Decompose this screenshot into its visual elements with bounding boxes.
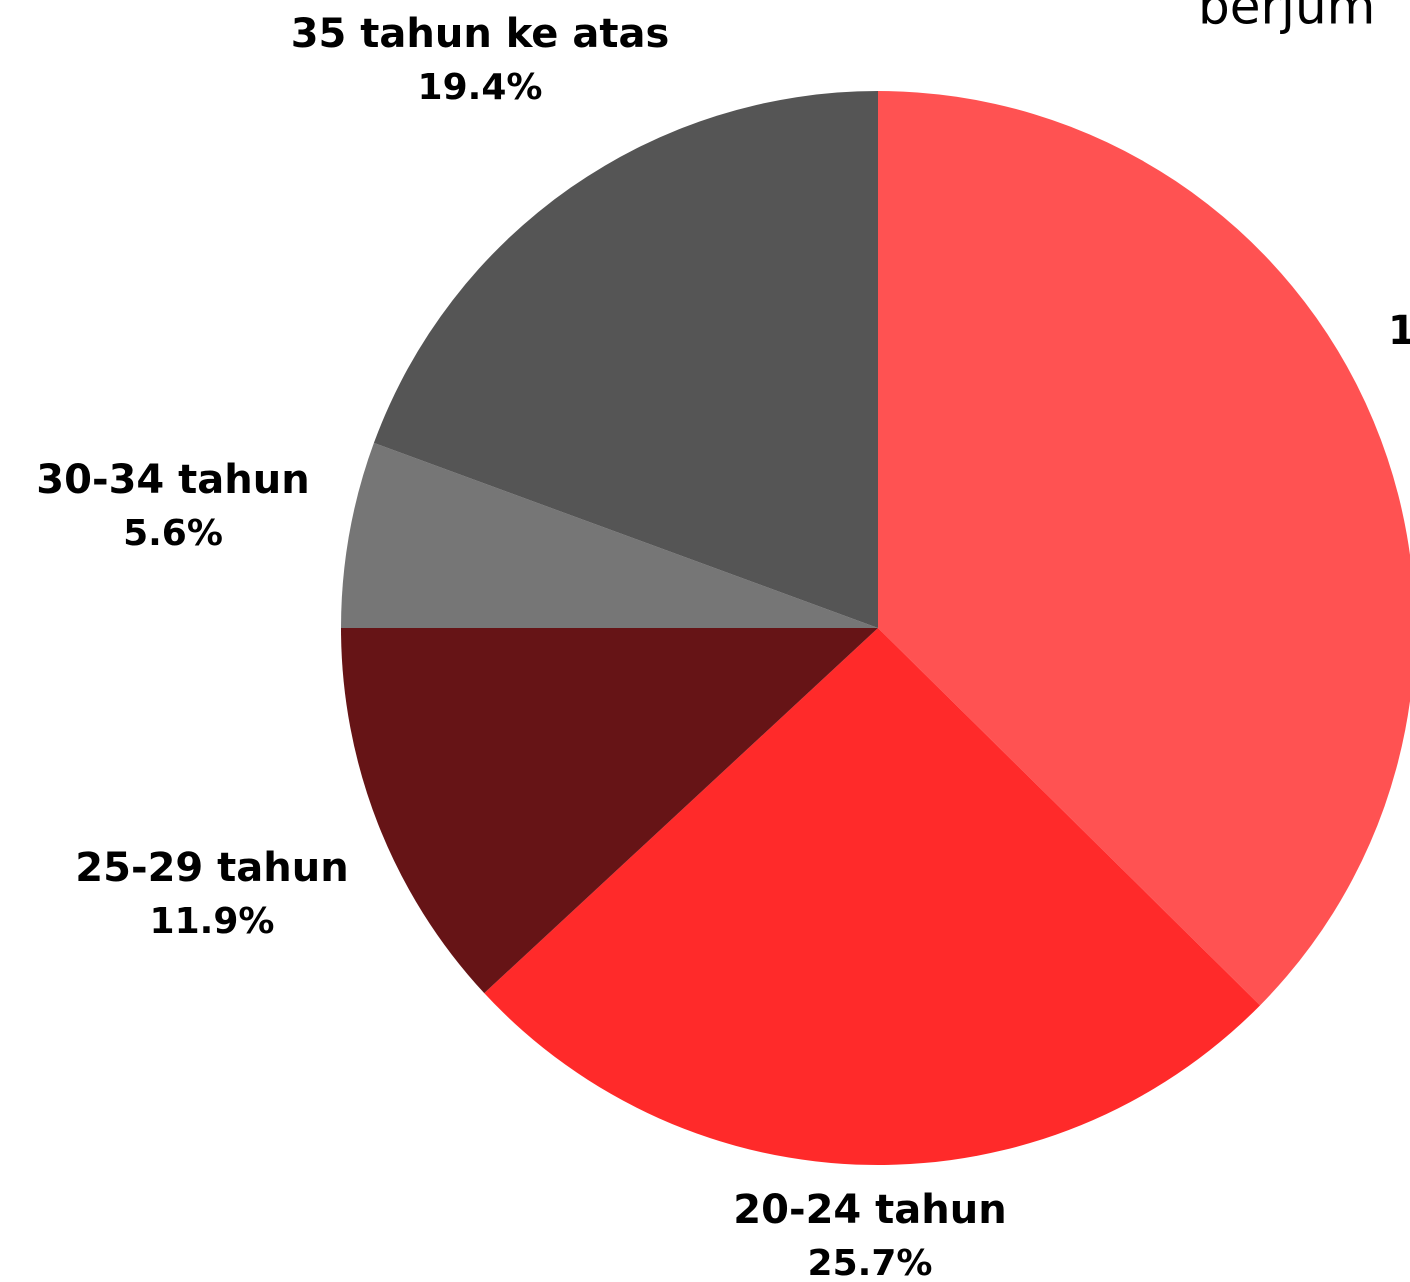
slice-label: 35 tahun ke atas [291, 11, 670, 57]
pie-slice [373, 91, 878, 628]
slice-label: 25-29 tahun [75, 845, 348, 891]
slice-value-label: 11.9% [150, 901, 275, 942]
pie-slice [341, 442, 878, 628]
slice-label: 30-34 tahun [36, 457, 309, 503]
slice-label: 1 [1388, 308, 1410, 354]
slice-value-label: 5.6% [123, 513, 223, 554]
pie-slice [878, 91, 1410, 1006]
slice-value-label: 25.7% [808, 1243, 933, 1282]
slice-value-label: 19.4% [418, 67, 543, 108]
chart-title: berjum [1198, 0, 1375, 36]
pie-slice [341, 628, 878, 994]
slice-label: 20-24 tahun [733, 1187, 1006, 1233]
pie-slice [484, 628, 1261, 1165]
